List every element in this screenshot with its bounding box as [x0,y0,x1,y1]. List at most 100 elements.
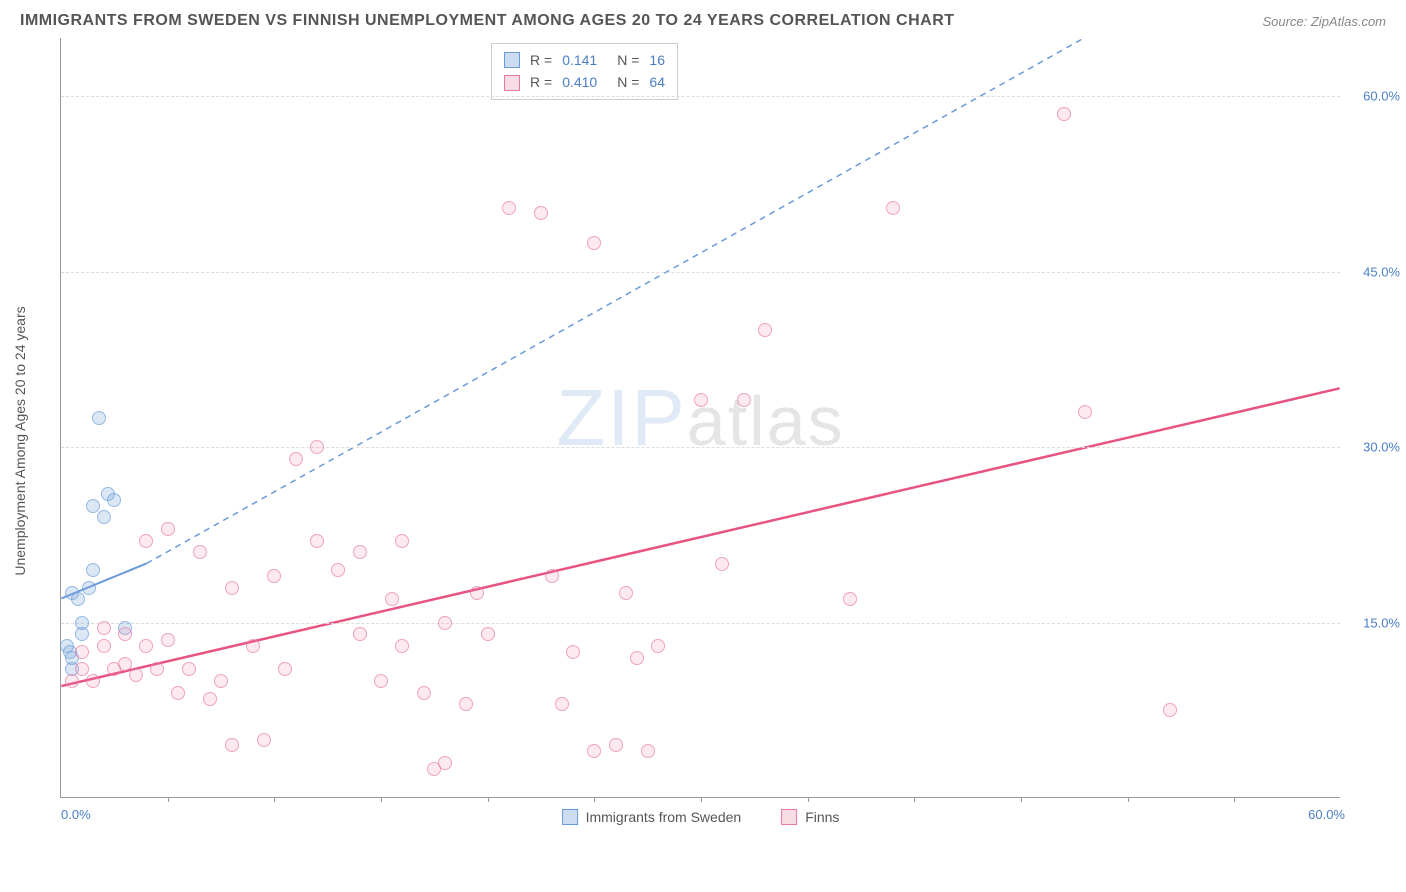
x-tick-mark [701,797,702,802]
x-tick-max: 60.0% [1308,807,1345,822]
x-tick-mark [808,797,809,802]
legend-item-blue: Immigrants from Sweden [562,809,742,825]
data-point [193,545,207,559]
data-point [609,738,623,752]
data-point [150,662,164,676]
x-tick-mark [914,797,915,802]
data-point [278,662,292,676]
data-point [555,697,569,711]
data-point [75,627,89,641]
n-label: N = [617,49,639,71]
data-point [758,323,772,337]
x-tick-mark [381,797,382,802]
data-point [385,592,399,606]
data-point [374,674,388,688]
gridline [61,623,1340,624]
legend-row-blue: R = 0.141 N = 16 [504,49,665,71]
legend-item-pink: Finns [781,809,839,825]
data-point [97,639,111,653]
data-point [118,627,132,641]
data-point [1078,405,1092,419]
data-point [566,645,580,659]
data-point [182,662,196,676]
data-point [459,697,473,711]
data-point [171,686,185,700]
data-point [694,393,708,407]
data-point [1057,107,1071,121]
data-point [289,452,303,466]
y-tick-label: 15.0% [1345,615,1400,630]
data-point [75,662,89,676]
data-point [107,493,121,507]
data-point [587,236,601,250]
series-legend: Immigrants from Sweden Finns [562,809,840,825]
data-point [715,557,729,571]
data-point [619,586,633,600]
gridline [61,96,1340,97]
data-point [438,616,452,630]
data-point [86,499,100,513]
data-point [129,668,143,682]
r-label: R = [530,71,552,93]
gridline [61,447,1340,448]
plot-area: ZIPatlas R = 0.141 N = 16 R = 0.410 N = … [60,38,1340,798]
legend-label: Immigrants from Sweden [586,809,742,825]
data-point [353,545,367,559]
r-value: 0.410 [562,71,597,93]
data-point [86,674,100,688]
data-point [481,627,495,641]
n-label: N = [617,71,639,93]
data-point [246,639,260,653]
data-point [417,686,431,700]
data-point [886,201,900,215]
chart-container: Unemployment Among Ages 20 to 24 years Z… [60,38,1386,828]
swatch-pink [781,809,797,825]
data-point [843,592,857,606]
gridline [61,272,1340,273]
data-point [161,633,175,647]
data-point [545,569,559,583]
data-point [737,393,751,407]
legend-label: Finns [805,809,839,825]
data-point [310,440,324,454]
swatch-blue [504,52,520,68]
x-tick-mark [168,797,169,802]
data-point [82,581,96,595]
swatch-pink [504,75,520,91]
data-point [139,534,153,548]
data-point [502,201,516,215]
y-tick-label: 30.0% [1345,440,1400,455]
legend-row-pink: R = 0.410 N = 64 [504,71,665,93]
data-point [97,510,111,524]
y-tick-label: 60.0% [1345,89,1400,104]
y-tick-label: 45.0% [1345,264,1400,279]
chart-title: IMMIGRANTS FROM SWEDEN VS FINNISH UNEMPL… [20,12,955,30]
data-point [353,627,367,641]
data-point [310,534,324,548]
x-tick-mark [1021,797,1022,802]
source-attribution: Source: ZipAtlas.com [1262,14,1386,29]
r-label: R = [530,49,552,71]
data-point [214,674,228,688]
x-tick-mark [594,797,595,802]
data-point [86,563,100,577]
data-point [651,639,665,653]
data-point [161,522,175,536]
data-point [75,645,89,659]
x-tick-mark [488,797,489,802]
data-point [225,581,239,595]
data-point [395,534,409,548]
data-point [267,569,281,583]
data-point [65,674,79,688]
data-point [630,651,644,665]
data-point [641,744,655,758]
r-value: 0.141 [562,49,597,71]
data-point [118,657,132,671]
data-point [395,639,409,653]
data-point [534,206,548,220]
data-point [470,586,484,600]
x-tick-min: 0.0% [61,807,91,822]
trend-lines [61,38,1340,797]
data-point [587,744,601,758]
data-point [331,563,345,577]
